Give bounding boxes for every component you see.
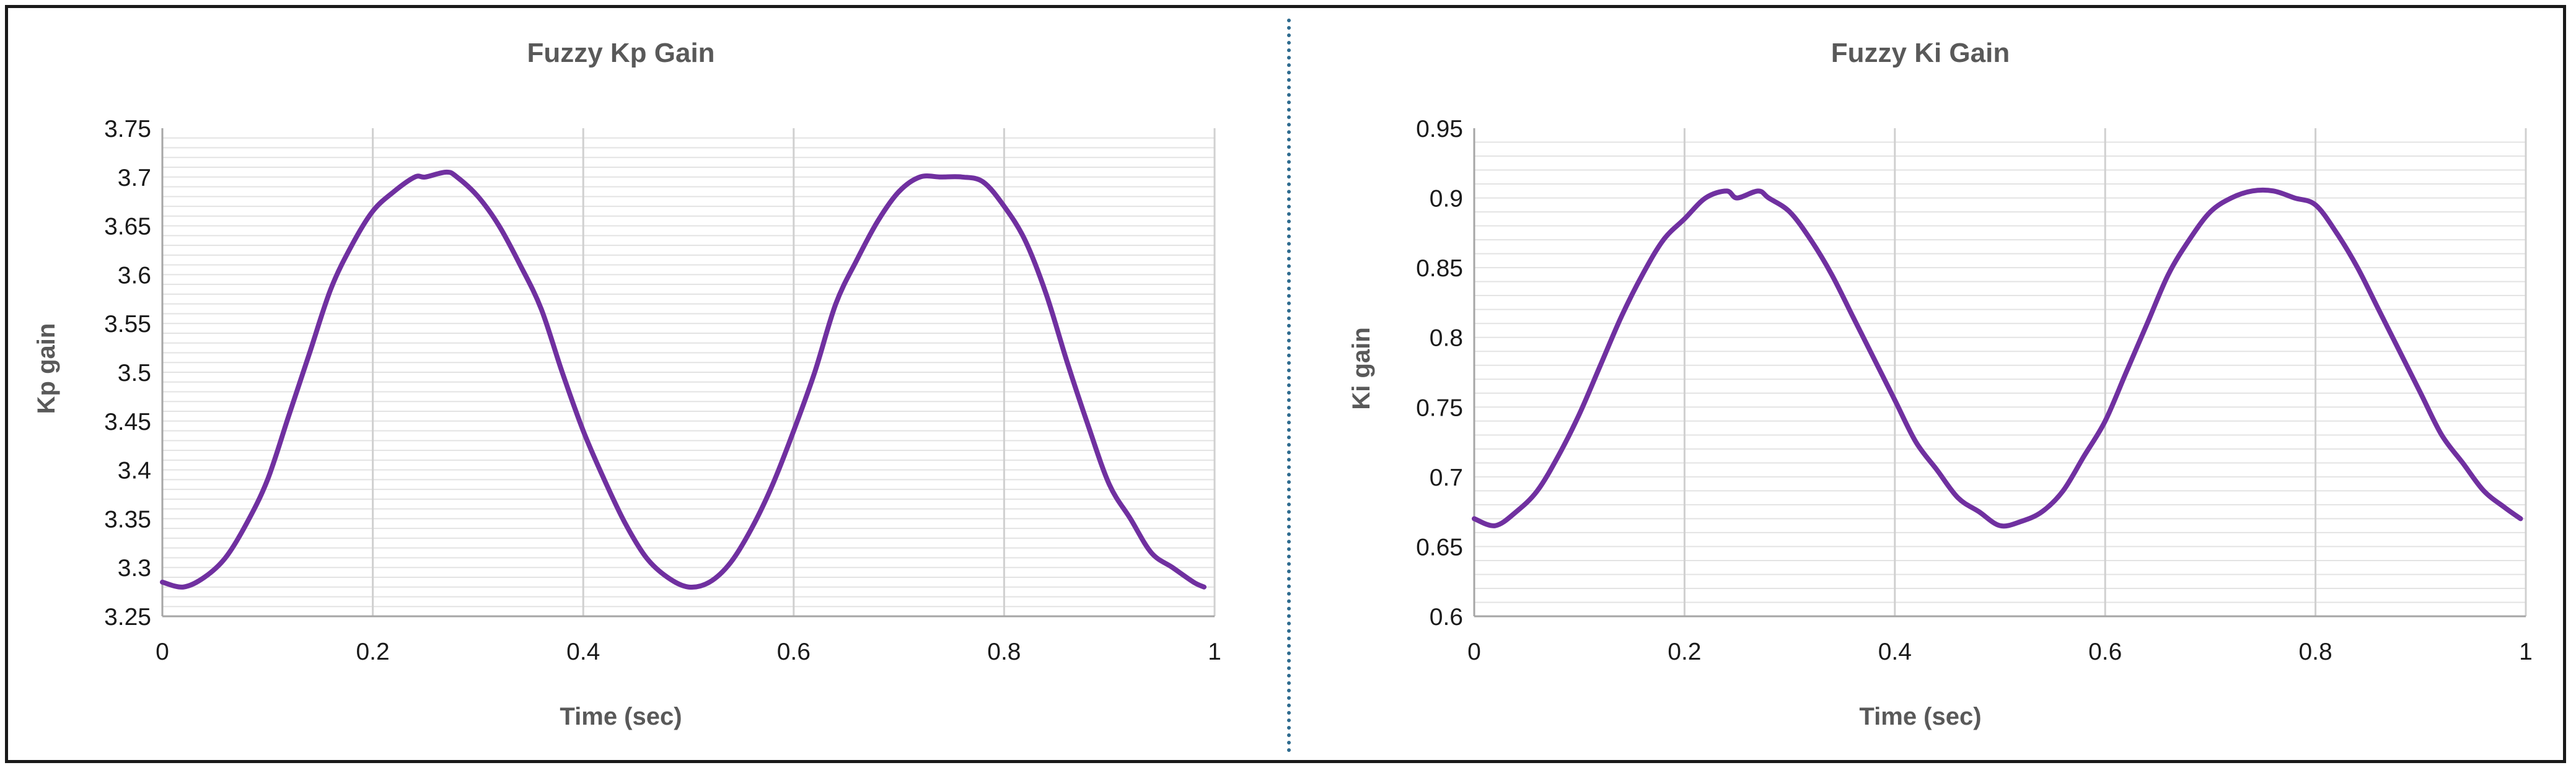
y-axis-title: Kp gain <box>33 323 60 414</box>
y-tick-label: 3.35 <box>104 506 151 533</box>
series-line <box>160 169 1207 590</box>
y-tick-label: 3.6 <box>118 262 151 289</box>
chart-title: Fuzzy Kp Gain <box>527 38 714 68</box>
y-tick-label: 3.5 <box>118 360 151 386</box>
x-tick-label: 0.6 <box>777 639 811 665</box>
y-tick-label: 3.75 <box>104 116 151 142</box>
x-tick-label: 0.4 <box>566 639 600 665</box>
x-tick-label: 0 <box>156 639 169 665</box>
y-tick-label: 3.3 <box>118 555 151 582</box>
y-tick-label: 3.25 <box>104 604 151 631</box>
x-tick-label: 1 <box>1208 639 1221 665</box>
y-tick-label: 3.7 <box>118 165 151 191</box>
y-tick-label: 3.55 <box>104 311 151 338</box>
y-tick-label: 3.45 <box>104 409 151 435</box>
y-tick-label: 3.4 <box>118 458 151 484</box>
panel-divider <box>1287 19 1291 753</box>
y-tick-label: 3.65 <box>104 214 151 240</box>
x-axis-title: Time (sec) <box>560 703 682 730</box>
x-tick-label: 0.2 <box>356 639 389 665</box>
x-tick-label: 0.8 <box>987 639 1021 665</box>
